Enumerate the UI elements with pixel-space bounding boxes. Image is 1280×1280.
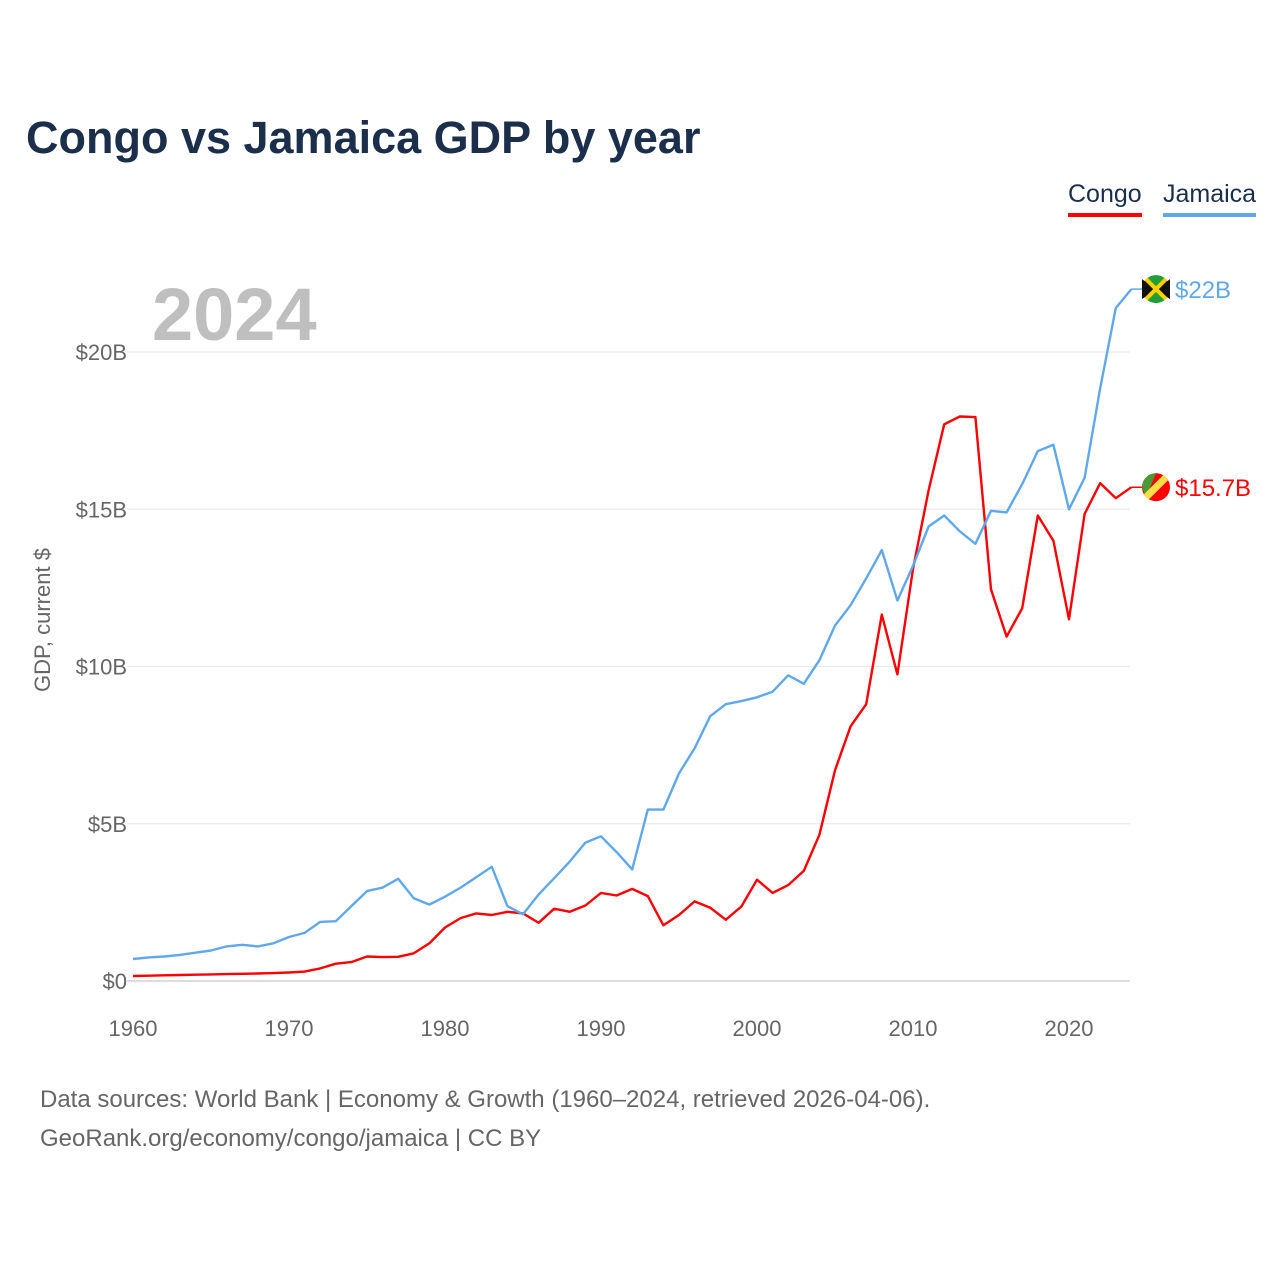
- x-tick-label: 2000: [733, 1016, 782, 1041]
- x-tick-label: 1990: [577, 1016, 626, 1041]
- chart-title: Congo vs Jamaica GDP by year: [26, 112, 701, 163]
- legend-jamaica[interactable]: Jamaica: [1163, 180, 1257, 217]
- flag-detail: [1143, 474, 1169, 500]
- series-line-congo: [132, 415, 1133, 978]
- series-line-jamaica: [132, 288, 1133, 961]
- end-value-label: $22B: [1175, 277, 1231, 304]
- flag-detail: [1144, 277, 1168, 301]
- y-tick-label: $5B: [88, 812, 127, 837]
- source-link[interactable]: GeoRank.org/economy/congo/jamaica | CC B…: [40, 1125, 542, 1152]
- y-axis-label: GDP, current $: [30, 548, 55, 692]
- y-tick-label: $20B: [76, 340, 127, 365]
- x-tick-label: 1960: [109, 1016, 158, 1041]
- year-label: 2024: [152, 273, 317, 356]
- y-tick-label: $15B: [76, 497, 127, 522]
- x-tick-label: 1980: [421, 1016, 470, 1041]
- end-value-label: $15.7B: [1175, 475, 1251, 502]
- x-tick-label: 2020: [1045, 1016, 1094, 1041]
- x-tick-label: 2010: [889, 1016, 938, 1041]
- y-tick-label: $10B: [76, 655, 127, 680]
- flag-detail: [1142, 473, 1156, 498]
- y-tick-label: $0: [103, 969, 127, 994]
- x-tick-label: 1970: [265, 1016, 314, 1041]
- source-note: Data sources: World Bank | Economy & Gro…: [40, 1086, 931, 1113]
- legend-congo[interactable]: Congo: [1068, 180, 1142, 217]
